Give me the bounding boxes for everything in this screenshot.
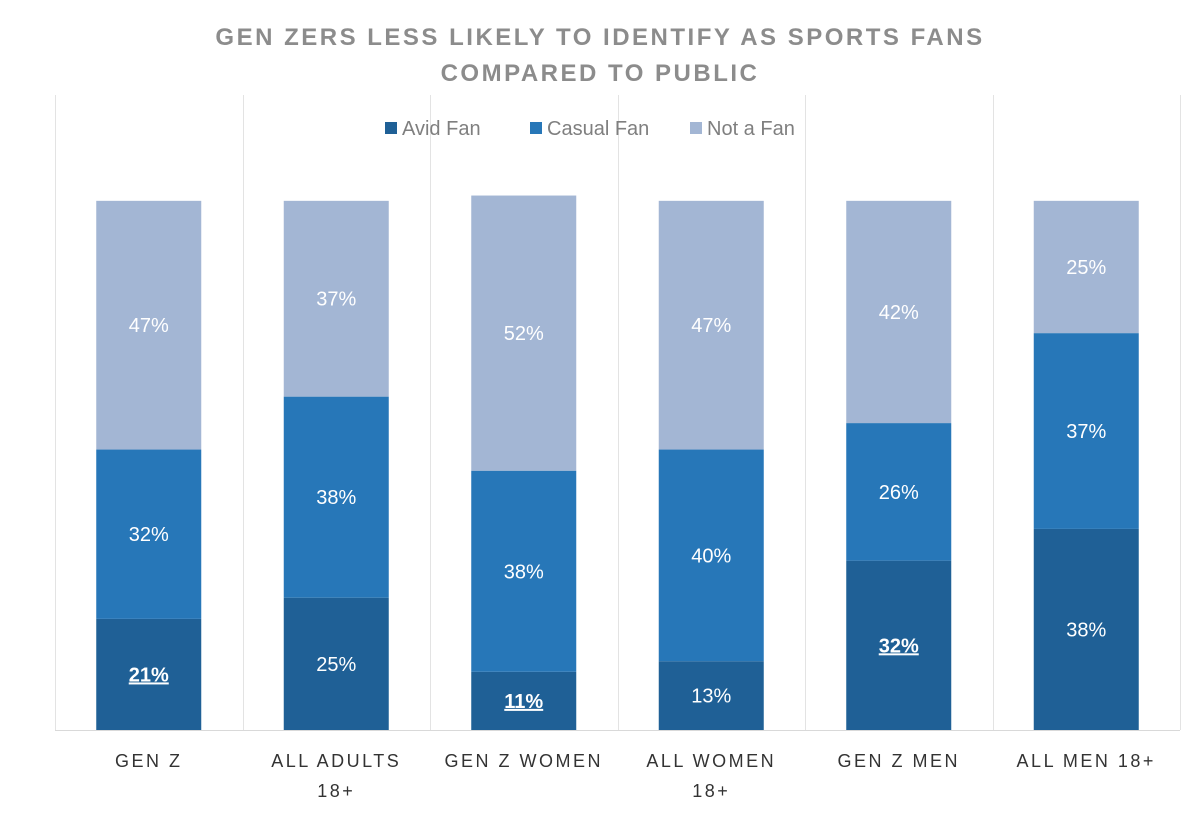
data-label: 32% <box>879 635 919 657</box>
category-label: GEN Z WOMEN <box>445 751 604 771</box>
bar-segment-casual-fan <box>846 423 952 561</box>
bar-segment-avid-fan <box>846 560 952 730</box>
bar-segment-avid-fan <box>471 671 577 730</box>
bar-segment-not-a-fan <box>96 200 202 450</box>
data-label: 38% <box>504 561 544 583</box>
category-labels: GEN Z ALL ADULTS 18+ GEN Z WOMEN ALL WOMEN 18… <box>115 751 1156 801</box>
bar-segment-avid-fan <box>283 597 389 730</box>
legend-swatch-not-a-fan <box>690 122 702 134</box>
bar-segment-avid-fan <box>96 618 202 730</box>
legend-label: Not a Fan <box>707 118 795 140</box>
legend-label: Avid Fan <box>402 118 481 140</box>
legend-label: Casual Fan <box>547 118 649 140</box>
data-label: 52% <box>504 323 544 345</box>
category-label: 18+ <box>317 781 355 801</box>
data-label: 13% <box>691 686 731 708</box>
data-label: 37% <box>1066 421 1106 443</box>
category-label: ALL MEN 18+ <box>1017 751 1156 771</box>
bar-segment-not-a-fan <box>658 200 764 450</box>
bar-segment-casual-fan <box>471 470 577 672</box>
data-label: 21% <box>129 664 169 686</box>
data-label: 11% <box>504 691 543 713</box>
chart-title-line-2: COMPARED TO PUBLIC <box>441 60 760 87</box>
data-label: 26% <box>879 482 919 504</box>
category-label: ALL WOMEN <box>646 751 776 771</box>
bar-segment-casual-fan <box>283 396 389 598</box>
bar-segment-avid-fan <box>658 661 764 730</box>
data-label: 25% <box>316 654 356 676</box>
legend-swatch-casual-fan <box>530 122 542 134</box>
category-label: GEN Z <box>115 751 183 771</box>
data-label: 38% <box>1066 619 1106 641</box>
data-label: 38% <box>316 487 356 509</box>
category-label: 18+ <box>692 781 730 801</box>
data-label: 47% <box>691 315 731 337</box>
bars <box>96 195 1139 730</box>
chart-title-line-1: GEN ZERS LESS LIKELY TO IDENTIFY AS SPOR… <box>215 24 984 51</box>
category-label: ALL ADULTS <box>271 751 401 771</box>
bar-segment-casual-fan <box>96 449 202 619</box>
data-label: 40% <box>691 545 731 567</box>
bar-segment-not-a-fan <box>846 200 952 424</box>
category-label: GEN Z MEN <box>837 751 960 771</box>
gridlines <box>55 95 1181 730</box>
bar-segment-not-a-fan <box>1033 200 1139 334</box>
data-label: 25% <box>1066 257 1106 279</box>
bar-segment-casual-fan <box>1033 333 1139 529</box>
data-label: 37% <box>316 289 356 311</box>
bar-segment-casual-fan <box>658 449 764 662</box>
legend-swatch-avid-fan <box>385 122 397 134</box>
data-label: 42% <box>879 302 919 324</box>
value-labels: 21% 32% 47% 25% 38% 37% 11% 38% 52% 13% 40% 47% 32% 2… <box>129 257 1107 713</box>
bar-segment-avid-fan <box>1033 528 1139 730</box>
data-label: 32% <box>129 524 169 546</box>
legend: Avid Fan Casual Fan Not a Fan <box>385 118 795 140</box>
bar-segment-not-a-fan <box>283 200 389 397</box>
data-label: 47% <box>129 315 169 337</box>
bar-segment-not-a-fan <box>471 195 577 471</box>
